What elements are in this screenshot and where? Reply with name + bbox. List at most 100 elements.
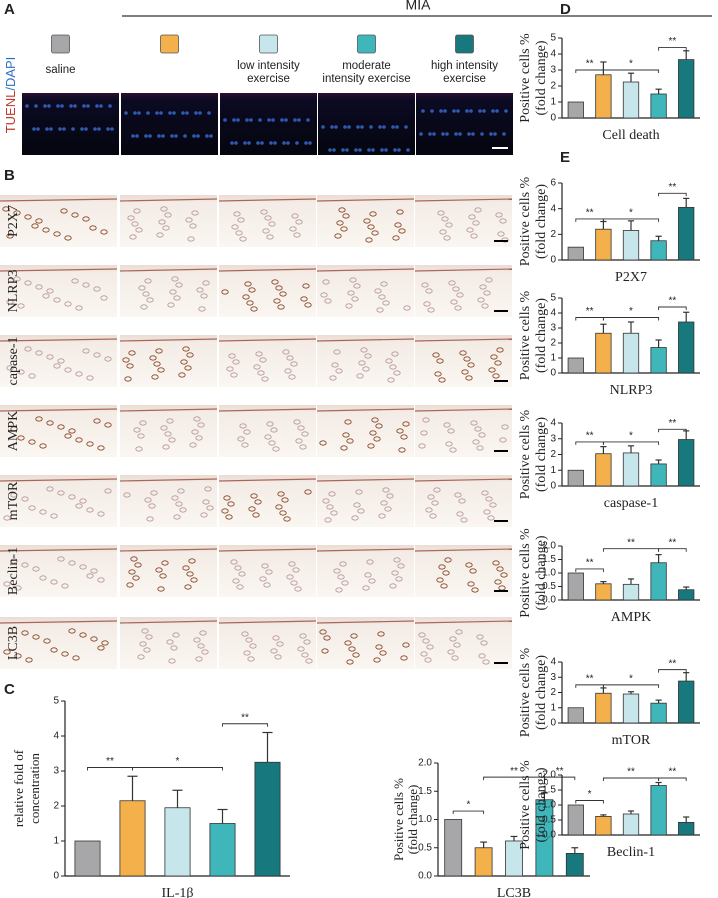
bar xyxy=(567,804,584,836)
significance-bracket xyxy=(658,669,687,673)
group-label: saline xyxy=(45,64,75,76)
nucleus xyxy=(267,118,271,122)
cell xyxy=(291,213,299,219)
cell xyxy=(195,435,203,441)
cell xyxy=(286,574,294,580)
cell xyxy=(189,442,197,448)
cell xyxy=(79,498,87,504)
cell xyxy=(186,571,194,577)
nucleus xyxy=(106,127,110,131)
y-tick-label: 1 xyxy=(550,702,556,713)
y-axis-label: (fold change) xyxy=(405,785,420,855)
cell xyxy=(482,659,490,665)
y-axis-label: Positive cells % xyxy=(518,647,533,737)
x-axis-label: Beclin-1 xyxy=(607,845,655,860)
cell xyxy=(200,293,208,299)
cell xyxy=(157,586,165,592)
cell xyxy=(193,416,201,422)
cell xyxy=(159,573,167,579)
y-tick-label: 2 xyxy=(550,687,556,698)
cell xyxy=(133,427,141,433)
y-tick-label: 0 xyxy=(550,368,556,379)
cell xyxy=(86,375,94,381)
row-label: NLRP3 xyxy=(6,270,21,313)
nucleus xyxy=(62,127,66,131)
cell xyxy=(247,656,255,662)
cell xyxy=(93,352,101,358)
cell xyxy=(57,358,65,364)
cell xyxy=(50,579,58,585)
nucleus xyxy=(73,104,77,108)
cell xyxy=(335,368,343,374)
nucleus xyxy=(295,141,299,145)
nucleus xyxy=(124,111,128,115)
cell xyxy=(348,646,356,652)
cell xyxy=(39,509,47,515)
cell xyxy=(17,303,25,309)
cell xyxy=(100,295,108,301)
cell xyxy=(319,629,327,635)
cell xyxy=(225,514,233,520)
cell xyxy=(239,236,247,242)
cell xyxy=(128,350,136,356)
cell xyxy=(427,494,435,500)
cell xyxy=(93,286,101,292)
bar xyxy=(74,840,101,877)
significance-label: ** xyxy=(669,296,677,307)
cell xyxy=(344,640,352,646)
cell xyxy=(64,367,72,373)
cell xyxy=(323,635,331,641)
nucleus xyxy=(110,127,114,131)
tissue-surface xyxy=(0,198,118,202)
cell xyxy=(139,420,147,426)
cell xyxy=(385,358,393,364)
cell xyxy=(64,235,72,241)
bar xyxy=(678,589,695,601)
cell xyxy=(266,234,274,240)
cell xyxy=(160,425,168,431)
cell xyxy=(68,428,76,434)
cell xyxy=(143,647,151,653)
cell xyxy=(391,570,399,576)
cell xyxy=(259,357,267,363)
cell xyxy=(367,443,375,449)
cell xyxy=(245,637,253,643)
x-axis-label: AMPK xyxy=(611,610,651,625)
significance-bracket xyxy=(602,218,660,222)
y-axis-label: Positive cells % xyxy=(518,760,533,850)
cell xyxy=(295,438,303,444)
nucleus xyxy=(47,104,51,108)
cell xyxy=(386,493,394,499)
cell xyxy=(494,579,502,585)
significance-bracket xyxy=(602,69,660,73)
cell xyxy=(39,575,47,581)
cell xyxy=(479,284,487,290)
cell xyxy=(180,359,188,365)
x-axis-label: Cell death xyxy=(602,128,659,143)
cell xyxy=(324,298,332,304)
group-label: exercise xyxy=(247,73,290,85)
y-tick-label: 2 xyxy=(550,229,556,240)
cell xyxy=(272,635,280,641)
cell xyxy=(303,639,311,645)
ihc-image xyxy=(0,195,117,247)
bar xyxy=(650,785,667,836)
cell xyxy=(249,643,257,649)
cell xyxy=(360,347,368,353)
nucleus xyxy=(439,109,443,113)
group-label: intensity exercise xyxy=(322,73,410,85)
cell xyxy=(31,223,39,229)
cell xyxy=(182,565,190,571)
cell xyxy=(79,564,87,570)
nucleus xyxy=(260,141,264,145)
cell xyxy=(423,301,431,307)
cell xyxy=(279,291,287,297)
cell xyxy=(424,657,432,663)
tissue-surface xyxy=(414,620,513,624)
cell xyxy=(141,628,149,634)
cell xyxy=(420,651,428,657)
nucleus xyxy=(419,132,423,136)
nucleus xyxy=(367,148,371,152)
nucleus xyxy=(223,118,227,122)
cell xyxy=(129,234,137,240)
